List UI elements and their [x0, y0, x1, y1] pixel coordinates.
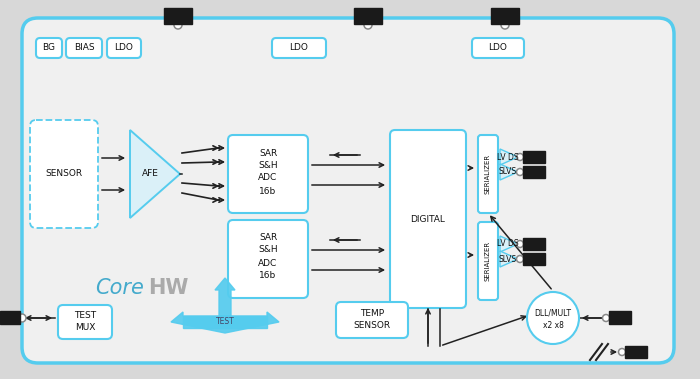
Text: DLL/MULT: DLL/MULT — [535, 309, 571, 318]
Bar — [625, 346, 647, 358]
Polygon shape — [171, 312, 279, 333]
Text: SERIALIZER: SERIALIZER — [485, 241, 491, 281]
Bar — [164, 8, 192, 24]
Text: SENSOR: SENSOR — [46, 169, 83, 179]
Text: BIAS: BIAS — [74, 44, 95, 53]
FancyBboxPatch shape — [336, 302, 408, 338]
Text: S&H: S&H — [258, 246, 278, 255]
Text: S&H: S&H — [258, 160, 278, 169]
Text: ADC: ADC — [258, 174, 278, 183]
Text: SLVS: SLVS — [499, 168, 517, 177]
Text: SENSOR: SENSOR — [354, 321, 391, 329]
Text: LV DS: LV DS — [497, 152, 519, 161]
FancyBboxPatch shape — [22, 18, 674, 363]
Circle shape — [619, 349, 626, 356]
Polygon shape — [130, 130, 180, 218]
Polygon shape — [500, 149, 518, 165]
Text: MUX: MUX — [75, 323, 95, 332]
Circle shape — [517, 255, 524, 263]
Text: 16b: 16b — [260, 271, 276, 280]
Circle shape — [501, 21, 509, 29]
FancyBboxPatch shape — [478, 222, 498, 300]
FancyBboxPatch shape — [30, 120, 98, 228]
Text: Core: Core — [95, 278, 144, 298]
Text: TEST: TEST — [74, 312, 96, 321]
FancyBboxPatch shape — [228, 220, 308, 298]
Text: 16b: 16b — [260, 186, 276, 196]
Circle shape — [364, 21, 372, 29]
FancyBboxPatch shape — [107, 38, 141, 58]
Bar — [491, 8, 519, 24]
Polygon shape — [215, 278, 235, 316]
FancyBboxPatch shape — [478, 135, 498, 213]
Polygon shape — [183, 316, 267, 328]
Text: LV DS: LV DS — [497, 240, 519, 249]
Circle shape — [517, 169, 524, 175]
Polygon shape — [500, 251, 518, 267]
Circle shape — [517, 241, 524, 247]
Bar — [609, 311, 631, 324]
Circle shape — [603, 315, 610, 321]
Bar — [523, 166, 545, 178]
Text: SLVS: SLVS — [499, 255, 517, 263]
FancyBboxPatch shape — [228, 135, 308, 213]
Bar — [354, 8, 382, 24]
FancyBboxPatch shape — [472, 38, 524, 58]
Circle shape — [174, 21, 182, 29]
FancyBboxPatch shape — [390, 130, 466, 308]
Text: LDO: LDO — [489, 44, 508, 53]
Text: ADC: ADC — [258, 258, 278, 268]
Bar — [0, 311, 20, 324]
Text: TEMP: TEMP — [360, 309, 384, 318]
Text: AFE: AFE — [141, 169, 158, 179]
Circle shape — [517, 153, 524, 160]
FancyBboxPatch shape — [58, 305, 112, 339]
Text: x2 x8: x2 x8 — [542, 321, 564, 329]
Text: SAR: SAR — [259, 149, 277, 158]
Bar — [523, 151, 545, 163]
Text: DIGITAL: DIGITAL — [411, 215, 445, 224]
Bar — [523, 253, 545, 265]
Text: HW: HW — [148, 278, 188, 298]
Polygon shape — [500, 236, 518, 252]
Text: TEST: TEST — [216, 318, 234, 326]
Text: BG: BG — [43, 44, 55, 53]
Text: LDO: LDO — [290, 44, 309, 53]
Text: SERIALIZER: SERIALIZER — [485, 154, 491, 194]
FancyBboxPatch shape — [66, 38, 102, 58]
Circle shape — [527, 292, 579, 344]
Circle shape — [18, 314, 26, 322]
Text: SAR: SAR — [259, 233, 277, 243]
Polygon shape — [500, 164, 518, 180]
FancyBboxPatch shape — [272, 38, 326, 58]
Bar — [523, 238, 545, 250]
FancyBboxPatch shape — [36, 38, 62, 58]
Text: LDO: LDO — [115, 44, 134, 53]
